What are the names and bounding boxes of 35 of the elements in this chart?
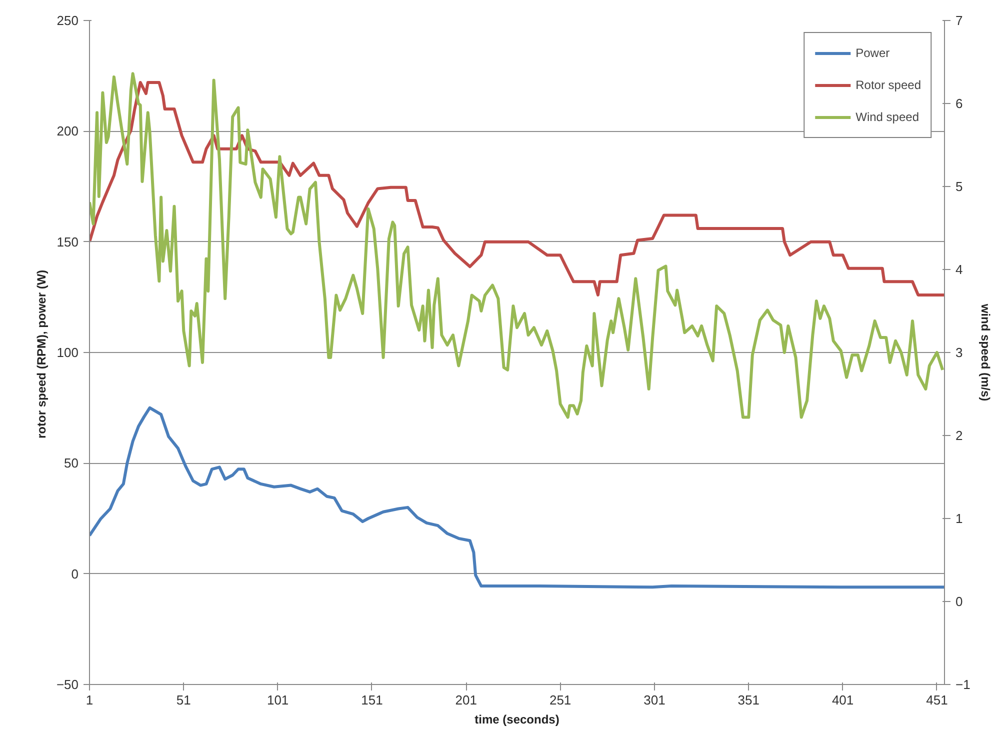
x-tick-label: 451 [926, 692, 948, 708]
y2-tick-label: 4 [956, 262, 963, 277]
x-tick-label: 401 [832, 692, 854, 708]
y2-tick-label: −1 [956, 677, 970, 692]
y2-tick-label: 7 [956, 13, 963, 28]
y2-tick-label: 2 [956, 428, 963, 443]
y2-tick-label: 6 [956, 96, 963, 111]
y-tick-label: 100 [56, 345, 79, 360]
y-tick-label: 150 [56, 234, 79, 250]
y-tick-label: −50 [56, 677, 79, 692]
line-series [90, 406, 944, 589]
line-series [90, 72, 944, 419]
x-tick-label: 51 [176, 692, 191, 708]
x-tick-label: 201 [455, 692, 478, 708]
y-axis-title: rotor speed (RPM), power (W) [34, 270, 48, 438]
x-tick-label: 351 [738, 692, 760, 708]
x-axis-title: time (seconds) [474, 712, 560, 726]
y2-tick-label: 3 [956, 345, 963, 360]
y2-tick-label: 5 [956, 179, 963, 194]
y-tick-label: 0 [71, 566, 79, 582]
y2-tick-label: 1 [956, 511, 963, 526]
y-tick-label: 50 [64, 456, 79, 471]
y2-axis-title: wind speed (m/s) [978, 302, 992, 402]
y2-tick-label: 0 [956, 594, 963, 609]
y-tick-label: 250 [56, 13, 79, 28]
y-tick-label: 200 [56, 124, 79, 139]
x-tick-label: 251 [549, 692, 572, 708]
legend-label: Wind speed [856, 110, 919, 124]
x-tick-label: 1 [86, 692, 94, 708]
legend-label: Rotor speed [856, 78, 921, 92]
legend-label: Power [856, 46, 890, 60]
x-tick-label: 151 [361, 692, 383, 708]
x-tick-label: 101 [266, 692, 289, 708]
x-tick-label: 301 [644, 692, 666, 708]
line-series [90, 80, 944, 296]
